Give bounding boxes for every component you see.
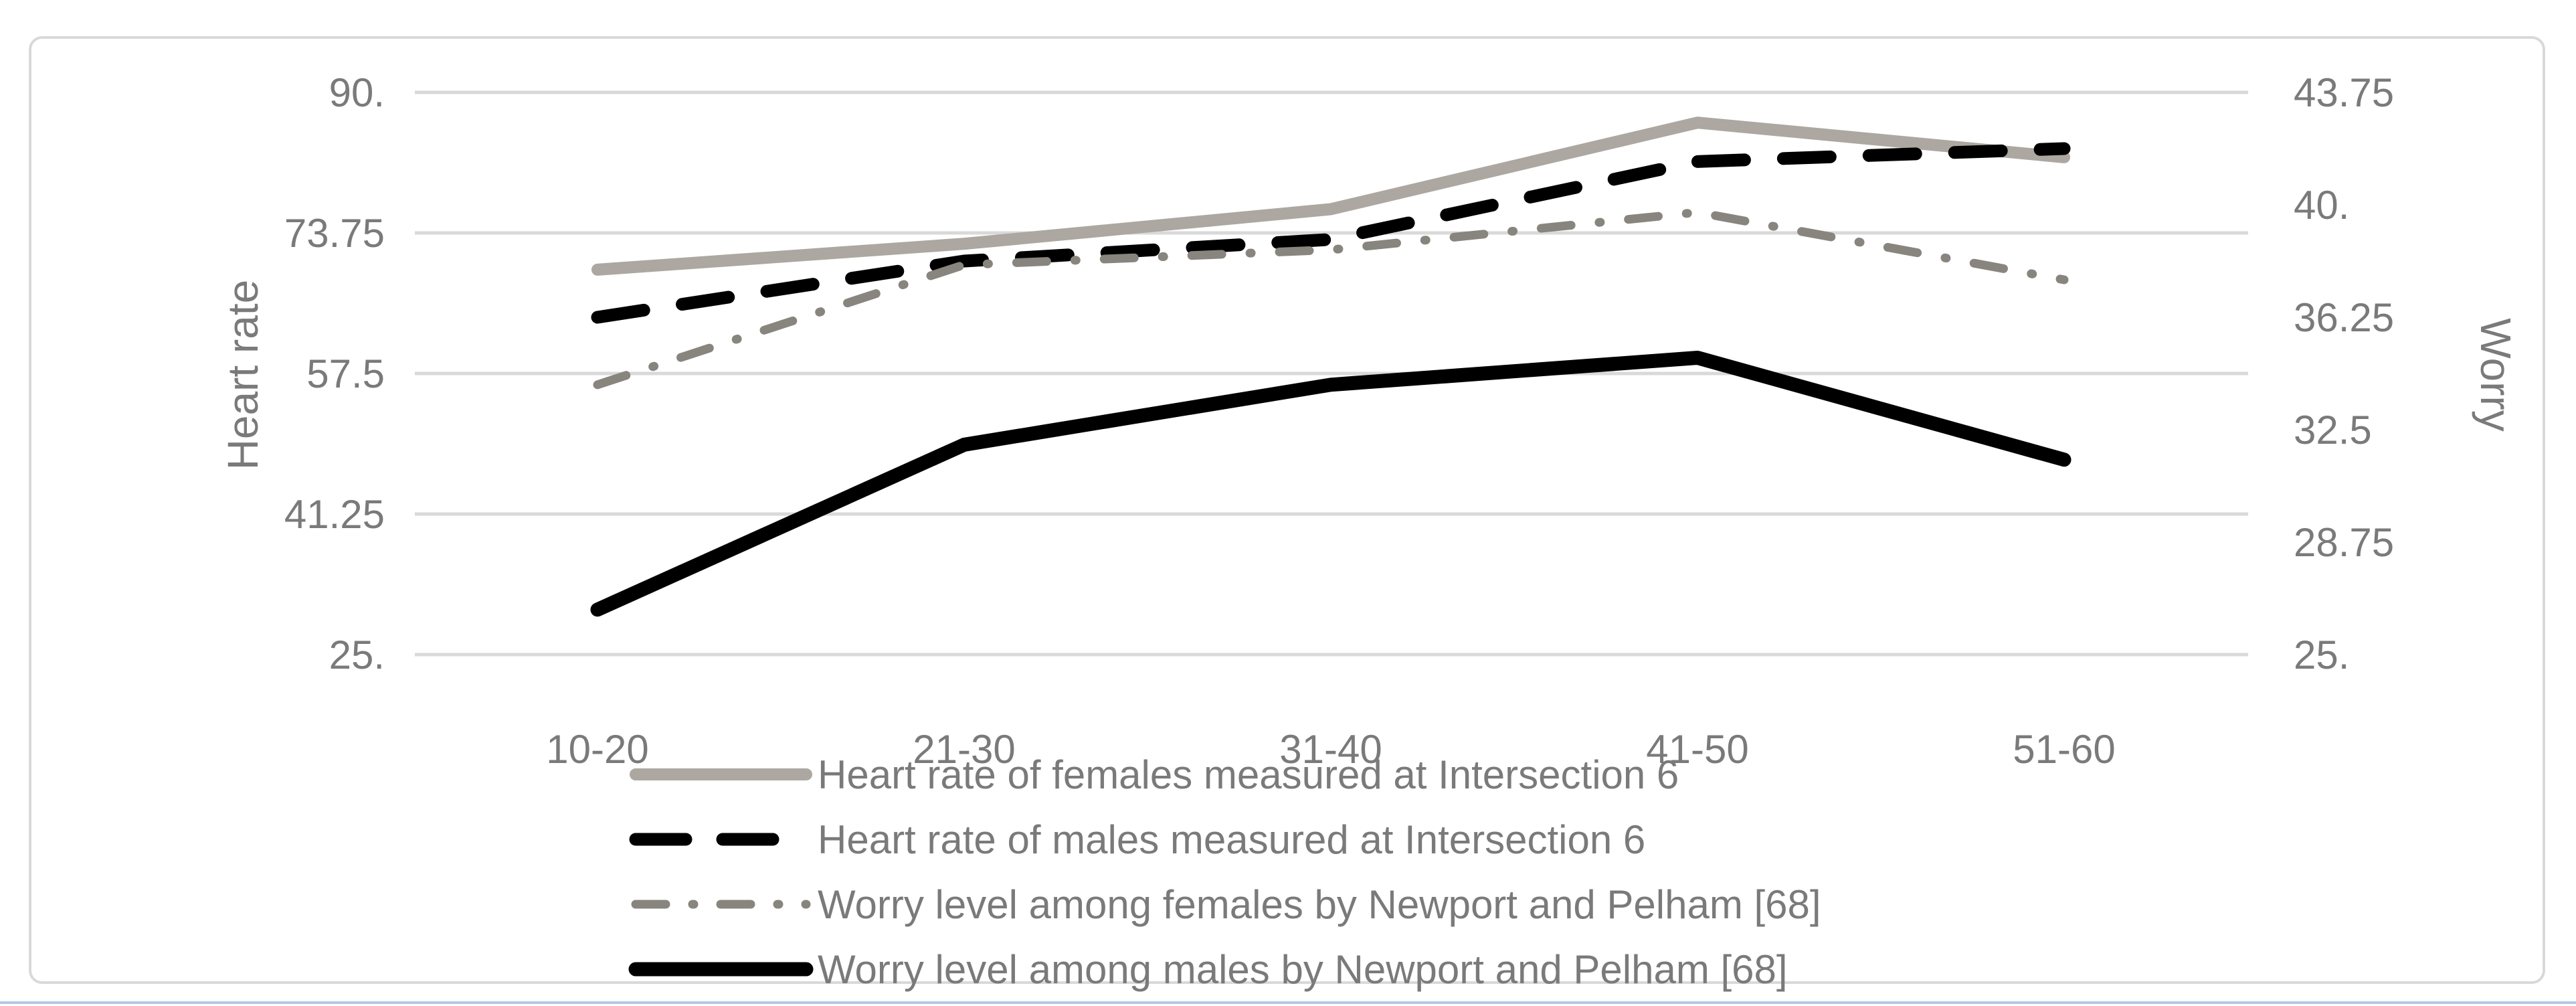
- x-axis-tick-label: 31-40: [1279, 727, 1382, 772]
- window-edge-line: [0, 1001, 2576, 1004]
- right-axis-tick-label: 43.75: [2294, 70, 2394, 115]
- legend-label: Heart rate of males measured at Intersec…: [818, 817, 1645, 862]
- left-axis-tick-label: 41.25: [284, 492, 385, 537]
- right-axis-tick-label: 28.75: [2294, 520, 2394, 565]
- legend-label: Worry level among females by Newport and…: [818, 882, 1821, 927]
- left-axis-tick-label: 57.5: [306, 351, 385, 396]
- right-axis-tick-label: 36.25: [2294, 295, 2394, 340]
- legend-item: Worry level among females by Newport and…: [631, 882, 1821, 927]
- series-line-heart-rate-of-females-measured-at-intersection-6: [591, 116, 2070, 276]
- left-axis-tick-label: 90.: [329, 70, 385, 115]
- x-axis-tick-label: 21-30: [913, 727, 1015, 772]
- x-axis-tick-label: 10-20: [546, 727, 648, 772]
- series-line-worry-level-among-males-by-newport-and-pelham-68: [590, 351, 2072, 617]
- right-axis-title: Worry: [2472, 318, 2520, 431]
- right-axis-tick-label: 40.: [2294, 183, 2349, 228]
- legend-label: Worry level among males by Newport and P…: [818, 947, 1788, 992]
- left-axis-title: Heart rate: [219, 280, 267, 471]
- series-lines-group: [590, 116, 2072, 617]
- left-axis-tick-labels: 90. 73.75 57.5 41.25 25.: [284, 70, 385, 677]
- right-axis-tick-labels: 43.75 40. 36.25 32.5 28.75 25.: [2294, 70, 2394, 677]
- gridlines-group: [415, 90, 2248, 657]
- series-line-heart-rate-of-males-measured-at-intersection-6: [591, 142, 2071, 324]
- right-axis-tick-label: 25.: [2294, 633, 2349, 677]
- right-axis-tick-label: 32.5: [2294, 408, 2372, 452]
- legend-item: Heart rate of males measured at Intersec…: [629, 817, 1645, 862]
- legend-item: Heart rate of females measured at Inters…: [630, 752, 1679, 797]
- left-axis-tick-label: 25.: [329, 633, 385, 677]
- legend-item: Worry level among males by Newport and P…: [628, 947, 1788, 992]
- legend: Heart rate of females measured at Inters…: [628, 752, 1821, 992]
- legend-label: Heart rate of females measured at Inters…: [818, 752, 1679, 797]
- chart-area-border: [29, 36, 2545, 984]
- series-line-worry-level-among-females-by-newport-and-pelham-68: [593, 207, 2069, 390]
- x-axis-category-labels: 10-20 21-30 31-40 41-50 51-60: [546, 727, 2115, 772]
- x-axis-tick-label: 41-50: [1646, 727, 1748, 772]
- left-axis-tick-label: 73.75: [284, 211, 385, 256]
- x-axis-tick-label: 51-60: [2013, 727, 2115, 772]
